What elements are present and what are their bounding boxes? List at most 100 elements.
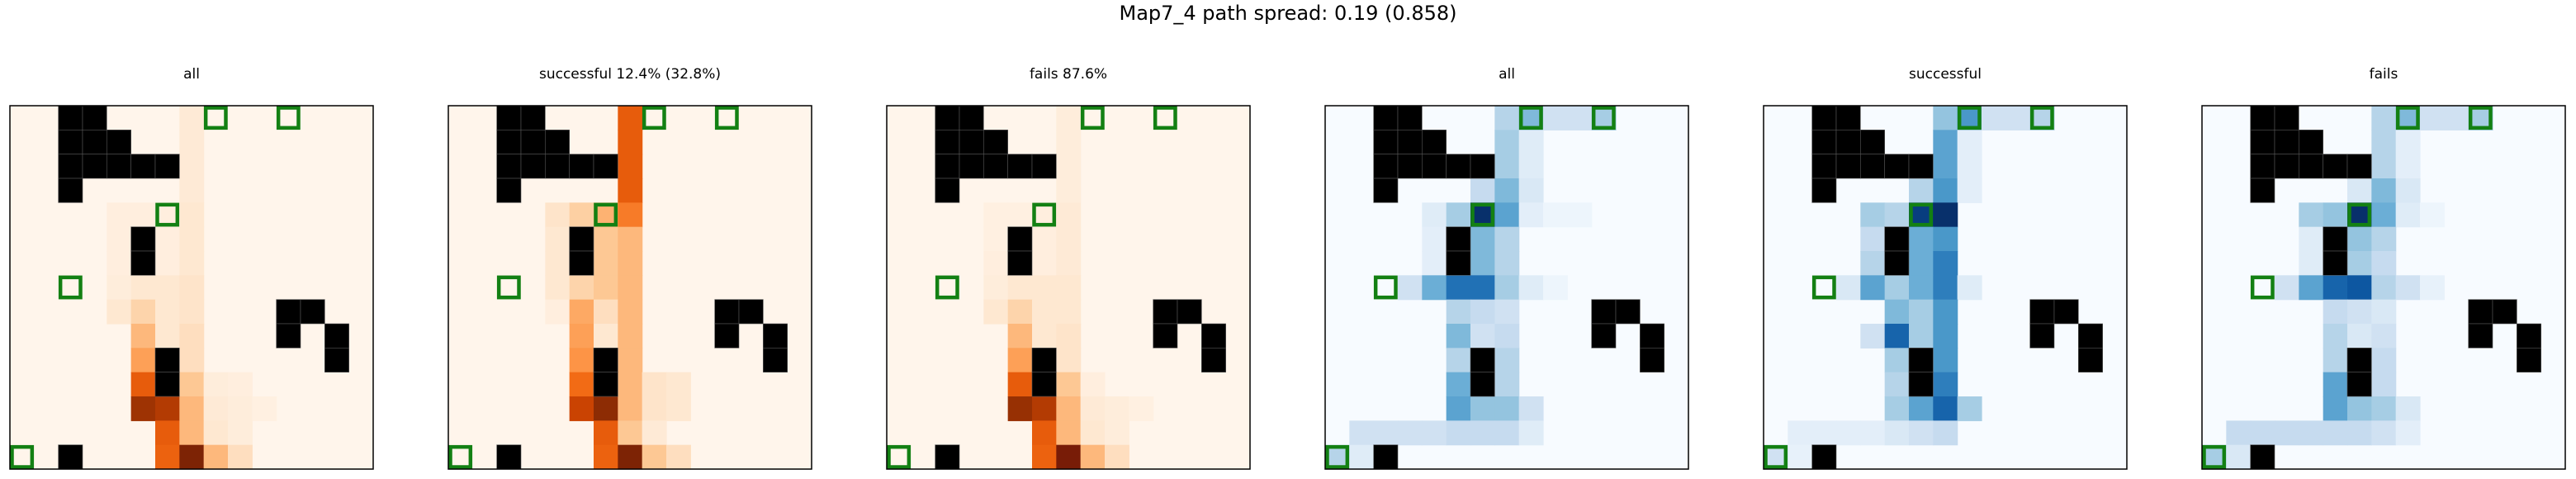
obstacle-cell [545,130,570,154]
obstacle-cell [1591,323,1617,349]
heat-cell [1007,202,1033,228]
obstacle-cell [1615,299,1641,325]
heat-cell [1470,275,1495,301]
goal-marker [155,202,180,227]
heat-cell [983,226,1009,252]
heat-cell [2395,275,2421,301]
obstacle-cell [1397,105,1423,130]
heat-cell [569,324,594,349]
heat-cell [1860,275,1886,301]
obstacle-cell [1201,348,1226,372]
obstacle-cell [2029,323,2055,349]
goal-marker [496,275,521,300]
obstacle-cell [1908,372,1934,397]
heat-cell [2323,324,2348,349]
goal-marker [935,275,959,300]
heat-cell [618,420,643,446]
panel-5-title: successful [1909,66,1982,83]
heat-cell [1446,396,1471,421]
obstacle-cell [1007,250,1033,276]
obstacle-cell [300,299,325,325]
heat-cell [618,396,643,421]
goal-marker [887,444,912,469]
heat-cell [642,372,667,397]
heat-cell [179,275,205,301]
obstacle-cell [593,372,618,397]
heat-cell [203,396,229,421]
obstacle-cell [983,154,1008,179]
obstacle-cell [2250,130,2275,154]
obstacle-cell [1446,154,1471,179]
obstacle-cell [2346,154,2372,179]
obstacle-cell [1153,323,1178,349]
obstacle-cell [2078,348,2103,372]
heat-cell [107,202,132,228]
goal-marker [10,444,35,469]
obstacle-cell [714,299,740,325]
obstacle-cell [763,348,788,372]
heat-cell [569,202,594,228]
obstacle-cell [1031,154,1057,179]
heat-cell [2226,444,2252,470]
heat-cell [1518,420,1544,446]
obstacle-cell [520,154,546,179]
heat-cell [1933,348,1958,373]
heat-cell [1129,396,1154,421]
heat-cell [1032,251,1057,276]
heat-cell [1422,420,1447,446]
panel-6 [2201,105,2566,470]
obstacle-cell [545,154,570,179]
obstacle-cell [2492,299,2517,325]
heat-cell [1105,444,1129,470]
heat-cell [2347,324,2372,349]
obstacle-cell [2468,323,2493,349]
heat-cell [1860,324,1886,349]
heat-cell [1056,396,1082,421]
obstacle-cell [1591,299,1617,325]
goal-marker [1470,202,1495,227]
heat-cell [130,275,156,301]
heat-cell [2275,275,2299,301]
heat-cell [594,420,618,446]
heat-cell [618,372,643,397]
heat-cell [1470,251,1495,276]
heat-cell [1860,202,1886,228]
heat-cell [1933,372,1958,397]
obstacle-cell [983,130,1008,154]
heat-cell [1494,396,1520,421]
heat-cell [1470,396,1495,421]
heat-cell [2323,420,2348,446]
heat-cell [2347,420,2372,446]
heat-cell [2323,202,2348,228]
heat-cell [1032,420,1057,446]
heat-cell [569,275,594,301]
goal-marker [2029,106,2054,130]
heat-cell [1470,420,1495,446]
heat-cell [155,396,180,421]
obstacle-cell [1422,130,1447,154]
obstacle-cell [496,444,522,470]
obstacle-cell [569,226,594,252]
heat-cell [1007,324,1033,349]
heat-cell [1007,275,1033,301]
obstacle-cell [593,348,618,372]
heat-cell [1446,372,1471,397]
heat-cell [2395,202,2421,228]
heat-cell [1518,178,1544,203]
obstacle-cell [1446,250,1471,276]
heat-cell [1446,420,1471,446]
obstacle-cell [2346,372,2372,397]
heat-cell [1494,324,1520,349]
obstacle-cell [82,130,107,154]
heat-cell [594,444,618,470]
heat-cell [1884,202,1910,228]
obstacle-cell [1470,348,1495,372]
heat-cell [1470,226,1495,252]
heat-cell [1494,420,1520,446]
obstacle-cell [154,154,180,179]
heat-cell [1080,420,1106,446]
heat-cell [1860,226,1886,252]
goal-marker [276,106,301,130]
goal-marker [1811,275,1836,300]
